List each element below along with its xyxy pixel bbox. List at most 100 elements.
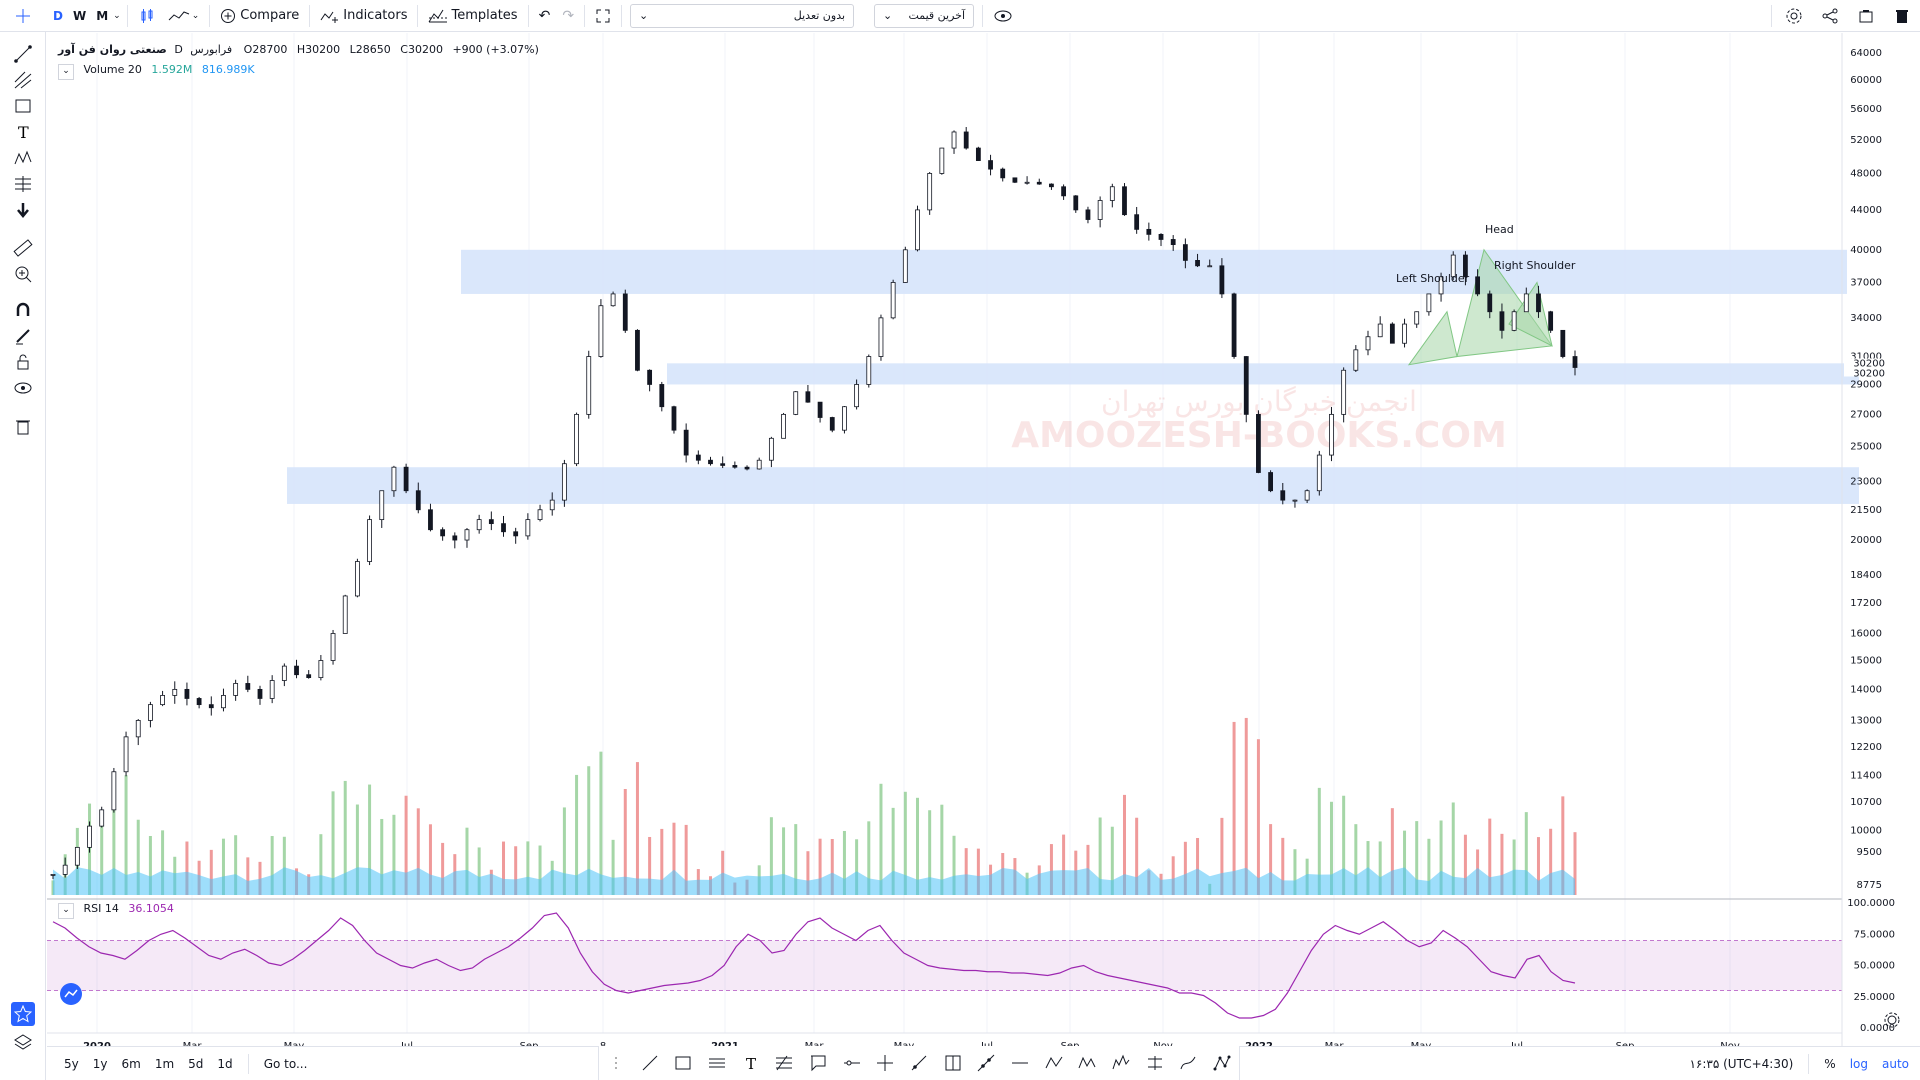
candle-body [1049,183,1054,188]
trash-icon[interactable] [11,414,35,438]
volume-bar [380,818,384,895]
candle-body [732,465,738,468]
undo-icon[interactable]: ↶ [538,7,551,24]
favorites-star-icon[interactable] [11,1002,35,1026]
indicators-icon [320,11,339,23]
drag-handle-icon[interactable] [605,1052,627,1074]
settings-gear-icon[interactable] [1776,0,1812,32]
pitchfork-icon[interactable] [11,68,35,92]
rectangle-icon[interactable] [11,94,35,118]
range-5y-button[interactable]: 5y [64,1056,79,1071]
brush-icon[interactable] [1177,1052,1199,1074]
volume-bar [1281,837,1285,895]
range-6m-button[interactable]: 6m [121,1056,141,1071]
candle-body [99,809,105,827]
fullscreen-icon[interactable] [589,0,617,32]
fib-icon[interactable] [773,1052,795,1074]
rsi-axis[interactable]: 100.0000 75.0000 50.0000 25.0000 0.0000 [1847,898,1895,1034]
cross-line-icon[interactable] [874,1052,896,1074]
candle-body [379,490,385,521]
adjustment-select[interactable]: ⌄ بدون تعدیل [630,3,855,28]
snapshot-icon[interactable] [1848,0,1884,32]
prediction-icon[interactable] [11,172,35,196]
price-source-select[interactable]: ⌄ آخرین قیمت [874,3,975,28]
symbol-name[interactable]: صنعتی روان فن آور [58,43,167,56]
collapse-chevron-icon[interactable]: ⌄ [58,903,74,919]
trend-line-icon[interactable] [11,42,35,66]
change-value: +900 (+3.07%) [452,43,539,56]
stay-in-drawing-icon[interactable] [11,324,35,348]
xabcd-pattern-icon[interactable] [1076,1052,1098,1074]
abcd-pattern-icon[interactable] [1043,1052,1065,1074]
volume-bar [1439,820,1443,895]
candle-body [476,519,482,531]
interval-d-button[interactable]: D [53,8,63,23]
interval-group: D W M ⌄ [46,0,123,32]
collapse-chevron-icon[interactable]: ⌄ [58,64,74,80]
volume-bar [1354,824,1358,895]
pattern-icon[interactable] [11,146,35,170]
auto-scale-button[interactable]: auto [1881,1056,1909,1071]
price-source-value: آخرین قیمت [908,9,966,22]
line-style-icon[interactable]: ⌄ [162,0,206,32]
interval-dropdown-icon[interactable]: ⌄ [113,10,121,21]
crosshair-icon[interactable] [0,0,46,32]
lock-icon[interactable] [11,350,35,374]
horizontal-ray-icon[interactable] [841,1052,863,1074]
rectangle-icon[interactable] [672,1052,694,1074]
arrow-down-icon[interactable] [11,198,35,222]
candle-body [1085,209,1091,220]
redo-icon[interactable]: ↷ [562,7,575,24]
interval-w-button[interactable]: W [72,8,87,23]
templates-button[interactable]: Templates [422,0,523,32]
candle-body [1292,499,1298,502]
compare-button[interactable]: Compare [214,0,305,32]
box-icon[interactable] [942,1052,964,1074]
rsi-label[interactable]: RSI 14 [83,902,119,915]
goto-button[interactable]: Go to... [263,1056,308,1071]
ray-icon[interactable] [908,1052,930,1074]
share-icon[interactable] [1812,0,1848,32]
rsi-tick-label: 0.0000 [1860,1023,1895,1034]
parallel-channel-icon[interactable] [706,1052,728,1074]
trend-line-icon[interactable] [639,1052,661,1074]
range-1d-button[interactable]: 1d [217,1056,233,1071]
candle-body [647,369,653,385]
interval-m-button[interactable]: M [96,8,109,23]
eye-icon[interactable] [987,0,1019,32]
elliott-wave-icon[interactable] [1110,1052,1132,1074]
candle-body [342,595,348,634]
text-icon[interactable]: T [11,120,35,144]
chart-settings-icon[interactable] [1884,1012,1900,1028]
percent-scale-button[interactable]: % [1824,1056,1836,1071]
log-scale-button[interactable]: log [1849,1056,1868,1071]
time-tick-label: Sep [1061,1041,1080,1046]
magnet-icon[interactable] [11,298,35,322]
callout-icon[interactable] [807,1052,829,1074]
zoom-in-icon[interactable] [11,262,35,286]
range-5d-button[interactable]: 5d [188,1056,204,1071]
candles-style-icon[interactable] [132,0,162,32]
time-axis[interactable]: 2020 Mar May Jul Sep 8 2021 Mar May Jul Sep Nov 2022… [83,1041,1740,1046]
volume-label[interactable]: Volume 20 [83,63,142,76]
ruler-icon[interactable] [11,236,35,260]
trash-icon[interactable] [1884,0,1920,32]
candle-body [1414,311,1420,325]
volume-bar [502,841,506,895]
eye-icon[interactable] [11,376,35,400]
clock-label[interactable]: ۱۶:۳۵ (UTC+4:30) [1689,1056,1794,1071]
layers-icon[interactable] [11,1030,35,1054]
price-axis[interactable]: 64000 60000 56000 52000 48000 44000 40000 37000… [1844,48,1890,891]
candle-body [549,499,555,511]
candle-body [574,413,579,465]
extended-line-icon[interactable] [975,1052,997,1074]
chart-canvas[interactable]: انجمن خبرگان بورس تهران AMOOZESH-BOOKS.C… [47,33,1920,1046]
horizontal-line-icon[interactable] [1009,1052,1031,1074]
volume-bar [1549,828,1553,895]
date-range-icon[interactable] [1144,1052,1166,1074]
text-icon[interactable]: T [740,1052,762,1074]
range-1y-button[interactable]: 1y [92,1056,108,1071]
node-pattern-icon[interactable] [1211,1052,1233,1074]
indicators-button[interactable]: Indicators [314,0,413,32]
range-1m-button[interactable]: 1m [154,1056,175,1071]
